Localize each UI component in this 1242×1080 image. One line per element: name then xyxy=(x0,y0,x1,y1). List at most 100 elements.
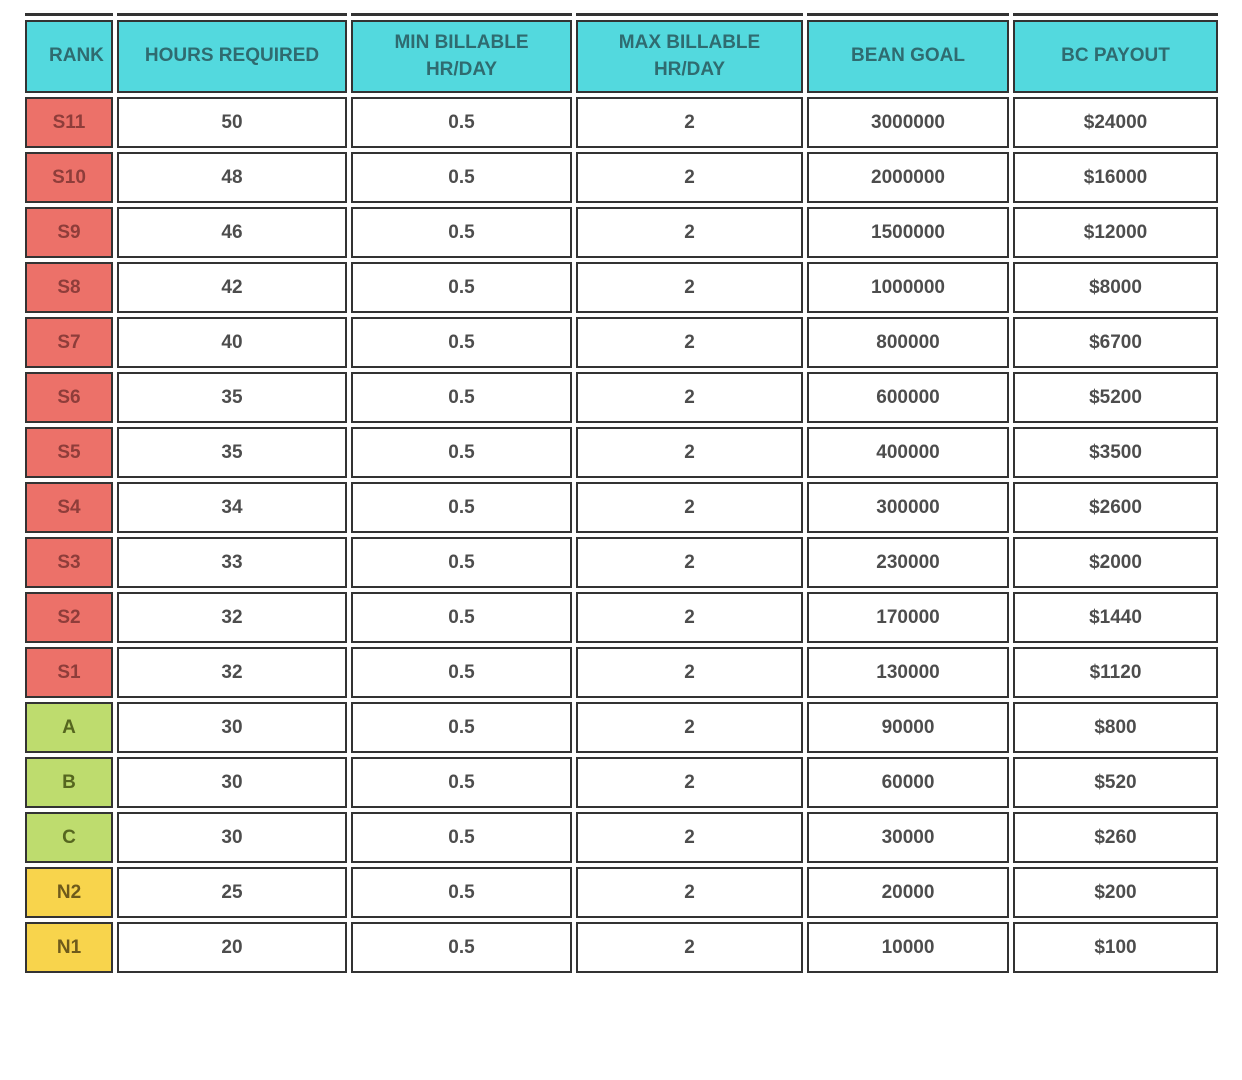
max-billable-cell: 2 xyxy=(576,482,803,533)
min-billable-cell: 0.5 xyxy=(351,757,572,808)
table-header: RANK HOURS REQUIRED MIN BILLABLE HR/DAY MAX… xyxy=(25,20,1218,93)
bc-payout-cell: $200 xyxy=(1013,867,1218,918)
rank-cell: C xyxy=(25,812,113,863)
max-billable-cell: 2 xyxy=(576,427,803,478)
bean-goal-cell: 800000 xyxy=(807,317,1009,368)
rank-cell: B xyxy=(25,757,113,808)
rank-cell: S9 xyxy=(25,207,113,258)
hours-required-cell: 50 xyxy=(117,97,347,148)
min-billable-cell: 0.5 xyxy=(351,812,572,863)
hours-required-cell: 42 xyxy=(117,262,347,313)
min-billable-cell: 0.5 xyxy=(351,867,572,918)
table-body: S11 50 0.5 2 3000000 $24000 S10 48 0.5 2 2000000 $1… xyxy=(25,97,1218,973)
max-billable-cell: 2 xyxy=(576,922,803,973)
bc-payout-cell: $520 xyxy=(1013,757,1218,808)
bean-goal-cell: 400000 xyxy=(807,427,1009,478)
rank-cell: S3 xyxy=(25,537,113,588)
min-billable-cell: 0.5 xyxy=(351,482,572,533)
column-header-hours-required: HOURS REQUIRED xyxy=(117,20,347,93)
hours-required-cell: 48 xyxy=(117,152,347,203)
min-billable-cell: 0.5 xyxy=(351,152,572,203)
max-billable-cell: 2 xyxy=(576,757,803,808)
bean-goal-cell: 90000 xyxy=(807,702,1009,753)
bean-goal-cell: 30000 xyxy=(807,812,1009,863)
min-billable-cell: 0.5 xyxy=(351,427,572,478)
bean-goal-cell: 230000 xyxy=(807,537,1009,588)
min-billable-cell: 0.5 xyxy=(351,537,572,588)
rank-cell: N2 xyxy=(25,867,113,918)
bean-goal-cell: 3000000 xyxy=(807,97,1009,148)
bc-payout-cell: $24000 xyxy=(1013,97,1218,148)
table-row: A 30 0.5 2 90000 $800 xyxy=(25,702,1218,753)
table-row: S3 33 0.5 2 230000 $2000 xyxy=(25,537,1218,588)
table-row: S7 40 0.5 2 800000 $6700 xyxy=(25,317,1218,368)
table-row: C 30 0.5 2 30000 $260 xyxy=(25,812,1218,863)
rank-payout-table: RANK HOURS REQUIRED MIN BILLABLE HR/DAY MAX… xyxy=(21,16,1222,977)
max-billable-cell: 2 xyxy=(576,812,803,863)
max-billable-cell: 2 xyxy=(576,152,803,203)
hours-required-cell: 32 xyxy=(117,592,347,643)
bean-goal-cell: 170000 xyxy=(807,592,1009,643)
bean-goal-cell: 1500000 xyxy=(807,207,1009,258)
table-row: S11 50 0.5 2 3000000 $24000 xyxy=(25,97,1218,148)
hours-required-cell: 30 xyxy=(117,812,347,863)
hours-required-cell: 20 xyxy=(117,922,347,973)
bc-payout-cell: $800 xyxy=(1013,702,1218,753)
bean-goal-cell: 1000000 xyxy=(807,262,1009,313)
bc-payout-cell: $1120 xyxy=(1013,647,1218,698)
min-billable-cell: 0.5 xyxy=(351,317,572,368)
column-header-min-billable-hr-day: MIN BILLABLE HR/DAY xyxy=(351,20,572,93)
min-billable-cell: 0.5 xyxy=(351,592,572,643)
hours-required-cell: 35 xyxy=(117,372,347,423)
cropped-row-border-segment xyxy=(807,13,1009,16)
max-billable-cell: 2 xyxy=(576,647,803,698)
max-billable-cell: 2 xyxy=(576,592,803,643)
bean-goal-cell: 20000 xyxy=(807,867,1009,918)
column-header-bean-goal: BEAN GOAL xyxy=(807,20,1009,93)
min-billable-cell: 0.5 xyxy=(351,207,572,258)
max-billable-cell: 2 xyxy=(576,702,803,753)
hours-required-cell: 32 xyxy=(117,647,347,698)
column-header-rank: RANK xyxy=(25,20,113,93)
max-billable-cell: 2 xyxy=(576,537,803,588)
column-header-max-billable-hr-day: MAX BILLABLE HR/DAY xyxy=(576,20,803,93)
cropped-row-border-strip xyxy=(25,13,1218,16)
bc-payout-cell: $100 xyxy=(1013,922,1218,973)
max-billable-cell: 2 xyxy=(576,207,803,258)
rank-cell: S10 xyxy=(25,152,113,203)
hours-required-cell: 35 xyxy=(117,427,347,478)
table-row: S4 34 0.5 2 300000 $2600 xyxy=(25,482,1218,533)
hours-required-cell: 30 xyxy=(117,702,347,753)
cropped-row-border-segment xyxy=(576,13,803,16)
hours-required-cell: 40 xyxy=(117,317,347,368)
bc-payout-cell: $3500 xyxy=(1013,427,1218,478)
bc-payout-cell: $12000 xyxy=(1013,207,1218,258)
hours-required-cell: 34 xyxy=(117,482,347,533)
bc-payout-cell: $8000 xyxy=(1013,262,1218,313)
bc-payout-cell: $260 xyxy=(1013,812,1218,863)
min-billable-cell: 0.5 xyxy=(351,262,572,313)
hours-required-cell: 25 xyxy=(117,867,347,918)
table-row: S2 32 0.5 2 170000 $1440 xyxy=(25,592,1218,643)
table-row: B 30 0.5 2 60000 $520 xyxy=(25,757,1218,808)
table-row: S9 46 0.5 2 1500000 $12000 xyxy=(25,207,1218,258)
bean-goal-cell: 300000 xyxy=(807,482,1009,533)
max-billable-cell: 2 xyxy=(576,262,803,313)
hours-required-cell: 33 xyxy=(117,537,347,588)
table-row: N2 25 0.5 2 20000 $200 xyxy=(25,867,1218,918)
bc-payout-cell: $2000 xyxy=(1013,537,1218,588)
cropped-row-border-segment xyxy=(117,13,347,16)
hours-required-cell: 46 xyxy=(117,207,347,258)
cropped-row-border-segment xyxy=(1013,13,1218,16)
min-billable-cell: 0.5 xyxy=(351,97,572,148)
rank-cell: A xyxy=(25,702,113,753)
bean-goal-cell: 60000 xyxy=(807,757,1009,808)
table-row: S10 48 0.5 2 2000000 $16000 xyxy=(25,152,1218,203)
max-billable-cell: 2 xyxy=(576,372,803,423)
bean-goal-cell: 10000 xyxy=(807,922,1009,973)
bc-payout-cell: $1440 xyxy=(1013,592,1218,643)
rank-cell: S2 xyxy=(25,592,113,643)
bc-payout-cell: $2600 xyxy=(1013,482,1218,533)
table-row: S5 35 0.5 2 400000 $3500 xyxy=(25,427,1218,478)
bc-payout-cell: $5200 xyxy=(1013,372,1218,423)
